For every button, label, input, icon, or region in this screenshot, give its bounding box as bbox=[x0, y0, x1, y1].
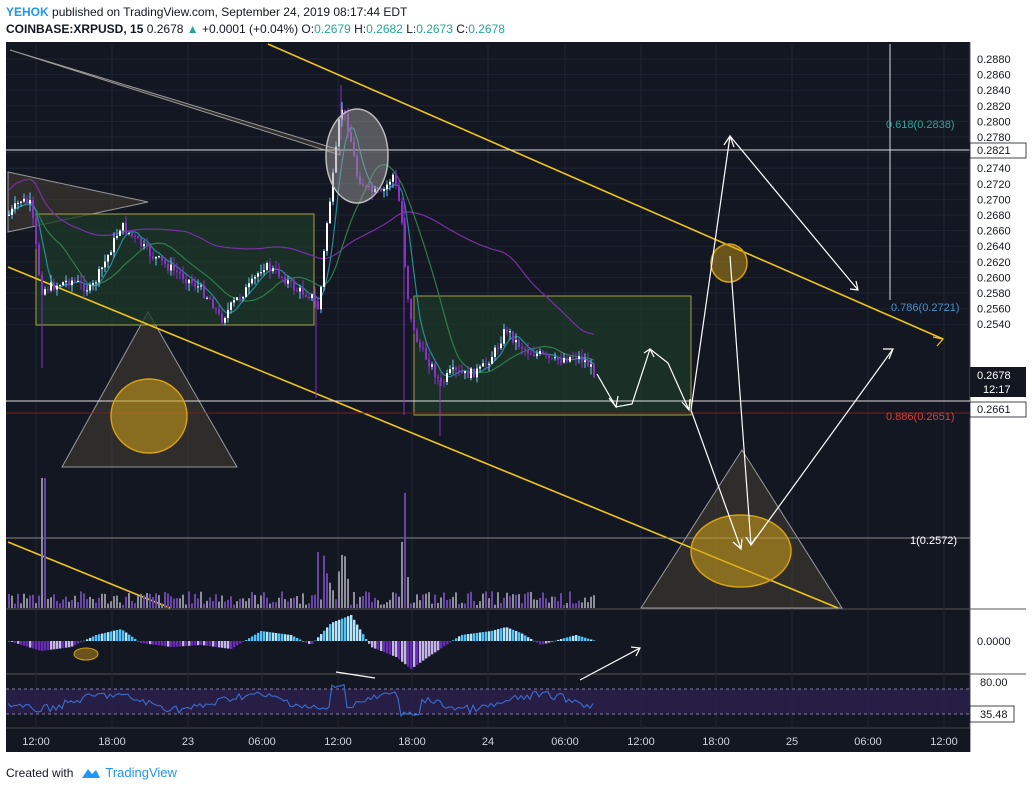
macd-circle[interactable] bbox=[73, 647, 99, 661]
candlesticks bbox=[8, 85, 595, 436]
time-tick-label: 24 bbox=[482, 736, 494, 748]
rsi-band bbox=[6, 689, 970, 714]
high-label: H: bbox=[354, 22, 367, 36]
time-tick-label: 18:00 bbox=[702, 736, 730, 748]
time-tick-label: 06:00 bbox=[551, 736, 579, 748]
last-price-tag-box bbox=[970, 367, 1026, 397]
tradingview-cloud-icon[interactable] bbox=[77, 766, 101, 780]
arrow-path[interactable] bbox=[729, 135, 859, 291]
brand-name[interactable]: TradingView bbox=[105, 765, 177, 780]
time-tick-label: 06:00 bbox=[248, 736, 276, 748]
arrow-path[interactable] bbox=[335, 671, 376, 679]
time-tick-label: 06:00 bbox=[854, 736, 882, 748]
price-tick-label: 0.2540 bbox=[977, 319, 1011, 331]
fib-886-label: 0.886(0.2651) bbox=[886, 411, 955, 423]
price-tick-label: 0.2780 bbox=[977, 132, 1011, 144]
price-tick-label: 0.2820 bbox=[977, 101, 1011, 113]
price-tick-label: 0.2560 bbox=[977, 304, 1011, 316]
footer: Created with TradingView bbox=[6, 765, 177, 780]
price-tick-label: 0.2600 bbox=[977, 272, 1011, 284]
price-tick-label: 0.2680 bbox=[977, 210, 1011, 222]
price-tick-label: 0.2720 bbox=[977, 179, 1011, 191]
level-tag-upper: 0.2821 bbox=[977, 145, 1011, 157]
price-tick-label: 0.2640 bbox=[977, 241, 1011, 253]
time-tick-label: 18:00 bbox=[98, 736, 126, 748]
level-tag-box bbox=[969, 142, 1027, 159]
price-tick-label: 0.2860 bbox=[977, 70, 1011, 82]
arrow-path[interactable] bbox=[690, 135, 731, 411]
price-tick-label: 0.2660 bbox=[977, 226, 1011, 238]
time-tick-label: 12:00 bbox=[324, 736, 352, 748]
macd-histogram bbox=[8, 615, 596, 669]
moving-average-slow bbox=[8, 178, 595, 335]
highlight-circle[interactable] bbox=[325, 108, 389, 204]
up-arrow-icon: ▲ bbox=[186, 22, 199, 36]
time-tick-label: 12:00 bbox=[22, 736, 50, 748]
last-price: 0.2678 bbox=[146, 22, 184, 36]
low-label: L: bbox=[406, 22, 417, 36]
channel-upper-line[interactable] bbox=[267, 43, 944, 340]
publish-info: YEHOK published on TradingView.com, Sept… bbox=[6, 5, 407, 19]
arrow-path[interactable] bbox=[690, 409, 742, 550]
volume-bars bbox=[8, 478, 595, 608]
open-label: O: bbox=[301, 22, 315, 36]
arrow-path[interactable] bbox=[729, 255, 752, 546]
time-axis-background bbox=[6, 728, 970, 752]
rsi-axis-tick: 80.00 bbox=[980, 677, 1008, 689]
countdown-tag: 12:17 bbox=[983, 384, 1011, 396]
close-label: C: bbox=[456, 22, 469, 36]
price-tick-label: 0.2800 bbox=[977, 116, 1011, 128]
fib-786-label: 0.786(0.2721) bbox=[891, 302, 960, 314]
moving-average-fast bbox=[8, 126, 595, 378]
arrow-heads bbox=[608, 134, 945, 657]
level-tag-lower: 0.2661 bbox=[977, 404, 1011, 416]
created-with-label: Created with bbox=[6, 765, 74, 780]
target-circle[interactable] bbox=[110, 378, 188, 454]
fib-1-label: 1(0.2572) bbox=[910, 535, 957, 547]
price-tick-label: 0.2580 bbox=[977, 288, 1011, 300]
macd-axis-tick: 0.0000 bbox=[977, 636, 1011, 648]
last-price-tag: 0.2678 bbox=[977, 370, 1011, 382]
price-tick-label: 0.2700 bbox=[977, 194, 1011, 206]
time-tick-label: 25 bbox=[786, 736, 798, 748]
time-axis[interactable]: 12:00 18:00 23 06:00 12:00 18:00 24 06:00 12:00 1… bbox=[22, 736, 958, 748]
level-tag-box bbox=[969, 401, 1027, 418]
close-value: 0.2678 bbox=[468, 22, 505, 36]
projection-arrows[interactable] bbox=[335, 135, 894, 681]
moving-average-mid bbox=[8, 163, 595, 374]
arrow-path[interactable] bbox=[596, 348, 690, 411]
arrow-path[interactable] bbox=[750, 348, 894, 546]
publish-date: published on TradingView.com, September … bbox=[52, 5, 408, 19]
open-value: 0.2679 bbox=[314, 22, 351, 36]
time-tick-label: 12:00 bbox=[627, 736, 655, 748]
symbol-info: COINBASE:XRPUSD, 15 0.2678 ▲ +0.0001 (+0… bbox=[6, 22, 505, 36]
time-tick-label: 23 bbox=[182, 736, 194, 748]
time-tick-label: 12:00 bbox=[930, 736, 958, 748]
fib-618-label: 0.618(0.2838) bbox=[886, 119, 955, 131]
rsi-line bbox=[7, 683, 594, 718]
price-tick-label: 0.2840 bbox=[977, 85, 1011, 97]
touch-circle[interactable] bbox=[710, 243, 748, 283]
low-value: 0.2673 bbox=[416, 22, 453, 36]
rsi-value-tag-box bbox=[969, 705, 1015, 723]
rsi-value-tag: 35.48 bbox=[980, 709, 1008, 721]
author-name[interactable]: YEHOK bbox=[6, 5, 49, 19]
target-circle[interactable] bbox=[690, 514, 792, 588]
time-tick-label: 18:00 bbox=[398, 736, 426, 748]
high-value: 0.2682 bbox=[366, 22, 403, 36]
price-change: +0.0001 (+0.04%) bbox=[202, 22, 299, 36]
arrow-path[interactable] bbox=[579, 647, 641, 681]
price-tick-label: 0.2620 bbox=[977, 257, 1011, 269]
price-tick-label: 0.2880 bbox=[977, 54, 1011, 66]
symbol-name: COINBASE:XRPUSD, 15 bbox=[6, 22, 144, 36]
price-tick-label: 0.2740 bbox=[977, 163, 1011, 175]
